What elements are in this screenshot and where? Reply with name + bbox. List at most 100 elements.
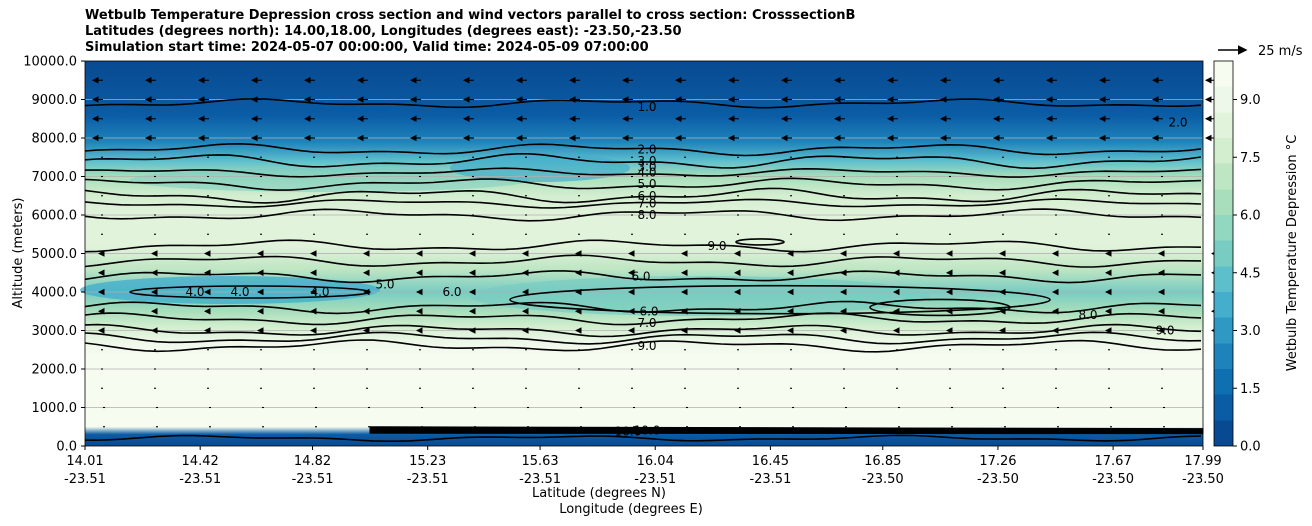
x-tick-label-lon: -23.51: [179, 472, 221, 487]
x-tick-label-lat: 14.42: [182, 454, 219, 469]
y-tick-label: 5000.0: [32, 247, 78, 262]
contour-closed: [869, 298, 1011, 317]
contour-line: [84, 339, 1202, 353]
colorbar-tick-label: 9.0: [1240, 93, 1261, 108]
colorbar-label: Wetbulb Temperature Depression °C: [1285, 135, 1300, 372]
x-tick-label-lat: 15.63: [521, 454, 558, 469]
x-tick-label-lon: -23.50: [977, 472, 1019, 487]
contour-label: 8.0: [637, 208, 656, 222]
quiver-key: 25 m/s: [1218, 44, 1303, 59]
contour-line: [84, 98, 1202, 109]
title-line-1: Wetbulb Temperature Depression cross sec…: [85, 8, 856, 23]
contour-line: [84, 177, 1202, 191]
title-line-3: Simulation start time: 2024-05-07 00:00:…: [85, 40, 649, 55]
x-tick-label-lon: -23.50: [862, 472, 904, 487]
wind-vectors: [91, 76, 1218, 428]
contour-line: [84, 153, 1202, 170]
colorbar-tick-label: 4.5: [1240, 266, 1261, 281]
contour-label: 7.0: [637, 196, 656, 210]
x-axis-label-lat: Latitude (degrees N): [532, 486, 666, 501]
contour-label: 6.0: [442, 285, 461, 299]
contour-label: 3.0: [637, 154, 656, 168]
contour-label: 8.0: [1078, 308, 1097, 322]
contour-label: 2.0: [1168, 116, 1187, 130]
x-tick-label-lon: -23.51: [64, 472, 106, 487]
y-axis: 0.0 1000.0 2000.0 3000.0 4000.0 5000.0 6000.0 7…: [23, 55, 85, 455]
x-tick-label-lat: 14.01: [66, 454, 103, 469]
x-tick-label-lat: 15.23: [409, 454, 446, 469]
contour-label: 10.0: [634, 424, 661, 438]
x-tick-label-lon: -23.50: [1092, 472, 1134, 487]
colorbar-bar: [1213, 60, 1234, 447]
y-tick-label: 10000.0: [23, 55, 77, 70]
y-tick-label: 1000.0: [32, 401, 78, 416]
x-tick-label-lat: 14.82: [294, 454, 331, 469]
x-axis-label-lon: Longitude (degrees E): [559, 502, 703, 517]
colorbar-tick-label: 3.0: [1240, 324, 1261, 339]
y-tick-label: 2000.0: [32, 363, 78, 378]
contour-label: 2.0: [637, 143, 656, 157]
contour-label: 9.0: [1155, 324, 1174, 338]
y-tick-label: 3000.0: [32, 324, 78, 339]
contour-line: [84, 208, 1202, 222]
contour-label: 10.0: [615, 424, 642, 438]
x-tick-label-lon: -23.51: [634, 472, 676, 487]
contour-label: 6.0: [631, 270, 650, 284]
x-tick-label-lat: 16.04: [637, 454, 674, 469]
x-tick-label-lat: 16.45: [752, 454, 789, 469]
x-tick-label-lon: -23.51: [407, 472, 449, 487]
contour-closed: [129, 285, 371, 299]
contour-label: 1.0: [637, 100, 656, 114]
contour-line: [84, 254, 1202, 268]
contour-line: [84, 323, 1202, 338]
contour-label: 6.0: [637, 189, 656, 203]
contour-labels: 1.02.03.04.05.06.07.08.09.010.04.0 4.0 4.0…: [185, 100, 1187, 438]
contour-line: [85, 434, 1202, 442]
contour-label: 7.0: [637, 316, 656, 330]
x-tick-label-lat: 17.99: [1184, 454, 1221, 469]
colorbar-tick-label: 0.0: [1240, 440, 1261, 455]
y-tick-label: 8000.0: [32, 132, 78, 147]
contour-label: 3.0: [637, 160, 656, 174]
contour-line: [84, 312, 1202, 326]
contour-label: 4.0: [230, 285, 249, 299]
colorbar: 0.0 1.5 3.0 4.5 6.0 7.5 9.0 Wetbulb Temperatur…: [1213, 60, 1300, 455]
contour-lines: [84, 98, 1204, 442]
title-line-2: Latitudes (degrees north): 14.00,18.00, …: [85, 24, 682, 39]
y-tick-label: 7000.0: [32, 170, 78, 185]
contour-label: 6.0: [639, 304, 658, 318]
contour-label: 4.0: [637, 166, 656, 180]
y-tick-label: 9000.0: [32, 93, 78, 108]
contour-label: 9.0: [707, 239, 726, 253]
y-axis-label: Altitude (meters): [11, 198, 26, 309]
contour-line: [84, 142, 1202, 157]
moist-core-lower-mid: [470, 276, 930, 316]
x-tick-label-lon: -23.51: [519, 472, 561, 487]
x-tick-label-lat: 17.26: [979, 454, 1016, 469]
contour-closed: [735, 238, 785, 246]
contour-label: 5.0: [375, 277, 394, 291]
colorbar-tick-label: 1.5: [1240, 382, 1261, 397]
plot-area: 1.02.03.04.05.06.07.08.09.010.04.0 4.0 4.0…: [80, 60, 1218, 447]
x-tick-label-lon: -23.50: [1182, 472, 1224, 487]
colorbar-tick-label: 6.0: [1240, 209, 1261, 224]
colorbar-ticks: 0.0 1.5 3.0 4.5 6.0 7.5 9.0: [1233, 93, 1261, 455]
x-tick-label-lat: 16.85: [864, 454, 901, 469]
contour-closed: [509, 284, 1051, 315]
y-tick-label: 4000.0: [32, 286, 78, 301]
contour-line: [84, 167, 1202, 178]
contour-line: [84, 239, 1202, 253]
x-tick-label-lat: 17.67: [1095, 454, 1132, 469]
contour-line: [84, 198, 1202, 209]
contour-label: 9.0: [637, 339, 656, 353]
y-tick-label: 6000.0: [32, 209, 78, 224]
contour-label: 4.0: [185, 285, 204, 299]
contour-line: [84, 187, 1202, 204]
colorbar-tick-label: 7.5: [1240, 151, 1261, 166]
x-tick-label-lon: -23.51: [749, 472, 791, 487]
contour-label: 4.0: [310, 285, 329, 299]
contour-label: 5.0: [637, 177, 656, 191]
chart-title: Wetbulb Temperature Depression cross sec…: [85, 8, 855, 56]
contour-line: [84, 331, 1202, 345]
